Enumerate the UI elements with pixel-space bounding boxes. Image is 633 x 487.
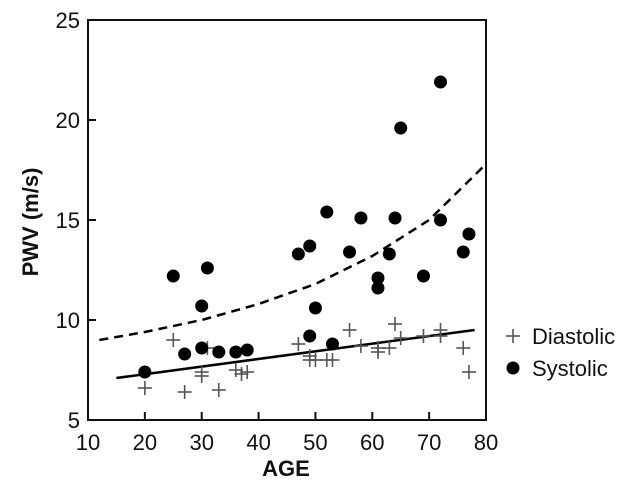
systolic-point — [382, 247, 396, 261]
systolic-point — [434, 75, 448, 89]
systolic-point — [212, 345, 226, 359]
systolic-point — [195, 341, 209, 355]
systolic-point — [240, 343, 254, 357]
y-tick-label: 15 — [56, 208, 80, 233]
systolic-point — [303, 329, 317, 343]
x-tick-label: 30 — [189, 430, 213, 455]
legend-diastolic-label: Diastolic — [532, 324, 615, 349]
systolic-point — [138, 365, 152, 379]
y-tick-label: 25 — [56, 8, 80, 33]
systolic-point — [434, 213, 448, 227]
systolic-point — [343, 245, 357, 259]
systolic-point — [166, 269, 180, 283]
diastolic-point — [461, 365, 476, 379]
systolic-point — [200, 261, 214, 275]
systolic-point — [303, 239, 317, 253]
systolic-point — [354, 211, 368, 225]
diastolic-point — [137, 381, 152, 395]
diastolic-point — [456, 341, 471, 355]
diastolic-point — [393, 331, 408, 345]
y-tick-label: 5 — [68, 408, 80, 433]
diastolic-point — [211, 383, 226, 397]
diastolic-point — [433, 323, 448, 337]
diastolic-point — [291, 337, 306, 351]
legend-diastolic-marker — [506, 329, 520, 343]
diastolic-point — [240, 365, 255, 379]
legend: Diastolic Systolic — [506, 324, 615, 381]
systolic-point — [320, 205, 334, 219]
systolic-point — [462, 227, 476, 241]
y-tick-label: 10 — [56, 308, 80, 333]
systolic-point — [195, 299, 209, 313]
diastolic-point — [370, 345, 385, 359]
systolic-point — [388, 211, 402, 225]
x-tick-label: 20 — [133, 430, 157, 455]
systolic-point — [229, 345, 243, 359]
systolic-point — [416, 269, 430, 283]
y-axis-ticks: 5 10 15 20 25 — [56, 8, 96, 433]
data-points — [137, 75, 476, 399]
diastolic-point — [177, 385, 192, 399]
diastolic-point — [234, 367, 249, 381]
systolic-point — [291, 247, 305, 261]
systolic-point — [178, 347, 192, 361]
plot-border — [87, 19, 487, 421]
systolic-point — [325, 337, 339, 351]
systolic-point — [308, 301, 322, 315]
plot-frame — [87, 19, 487, 421]
x-axis-title: AGE — [262, 456, 310, 481]
x-tick-label: 60 — [360, 430, 384, 455]
legend-plus-marker — [506, 329, 520, 343]
x-tick-label: 80 — [474, 430, 498, 455]
diastolic-point — [166, 333, 181, 347]
fit-lines — [99, 163, 487, 380]
x-axis-ticks: 10 20 30 40 50 60 70 80 — [76, 412, 498, 455]
systolic-point — [371, 271, 385, 285]
x-tick-label: 10 — [76, 430, 100, 455]
systolic-point — [371, 281, 385, 295]
legend-systolic-marker — [506, 361, 520, 375]
legend-systolic-label: Systolic — [532, 356, 608, 381]
x-tick-label: 40 — [246, 430, 270, 455]
legend-circle-marker — [506, 361, 520, 375]
diastolic-point — [388, 317, 403, 331]
y-axis-title: PWV (m/s) — [18, 168, 43, 277]
diastolic-point — [325, 353, 340, 367]
diastolic-point — [416, 329, 431, 343]
diastolic-point — [342, 323, 357, 337]
y-tick-label: 20 — [56, 108, 80, 133]
systolic-point — [394, 121, 408, 135]
systolic-point — [456, 245, 470, 259]
diastolic-fit-line — [116, 328, 475, 380]
diastolic-point — [382, 341, 397, 355]
x-tick-label: 50 — [303, 430, 327, 455]
diastolic-point — [353, 339, 368, 353]
x-tick-label: 70 — [417, 430, 441, 455]
diastolic-point — [194, 365, 209, 379]
